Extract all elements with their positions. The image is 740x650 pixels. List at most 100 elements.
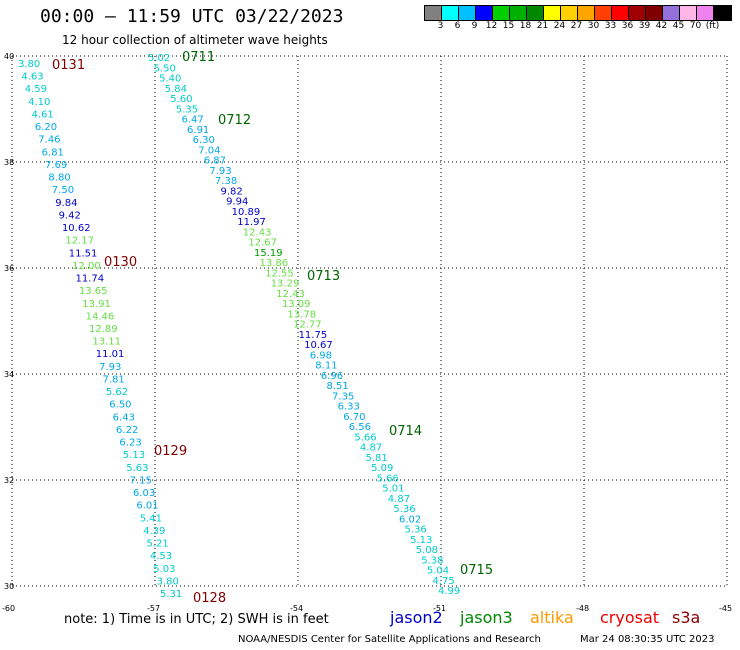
legend-swatch <box>646 6 663 20</box>
swh-value: 6.01 <box>136 501 158 512</box>
lon-tick-label: -60 <box>2 604 15 613</box>
swh-value: 8.11 <box>315 361 337 372</box>
legend-swatch <box>714 6 731 20</box>
swh-value: 12.00 <box>72 261 101 272</box>
swh-value: 6.50 <box>109 400 131 411</box>
swh-value: 4.61 <box>32 109 54 120</box>
pass-time-label: 0714 <box>389 424 422 439</box>
legend-label: 24 <box>553 21 566 31</box>
legend-label: 70 <box>689 21 702 31</box>
lon-tick-label: -48 <box>576 604 589 613</box>
legend-swatch <box>697 6 714 20</box>
swh-value: 15.19 <box>254 248 283 259</box>
lat-tick-label: 30 <box>4 582 14 591</box>
legend-swatch <box>476 6 493 20</box>
swh-value: 5.08 <box>416 545 438 556</box>
swh-value: 5.66 <box>354 432 376 443</box>
legend-label: 30 <box>587 21 600 31</box>
lon-tick-label: -57 <box>147 604 160 613</box>
swh-value: 12.43 <box>276 289 305 300</box>
swh-value: 6.23 <box>119 438 141 449</box>
legend-label: 33 <box>604 21 617 31</box>
legend-swatch <box>578 6 595 20</box>
swh-value: 4.87 <box>388 494 410 505</box>
swh-value: 13.29 <box>271 279 300 290</box>
color-scale-bar <box>424 5 732 21</box>
pass-time-label: 0129 <box>154 444 187 459</box>
swh-value: 11.51 <box>69 248 98 259</box>
lat-tick-label: 32 <box>4 476 14 485</box>
legend-swatch <box>561 6 578 20</box>
lat-tick-label: 38 <box>4 158 14 167</box>
legend-label: 6 <box>454 21 461 31</box>
swh-value: 7.93 <box>99 362 121 373</box>
swh-value: 5.35 <box>176 104 198 115</box>
pass-time-label: 0711 <box>182 50 215 65</box>
swh-value: 7.38 <box>215 176 237 187</box>
swh-value: 9.94 <box>226 197 248 208</box>
swh-value: 12.17 <box>65 236 94 247</box>
swh-value: 12.43 <box>243 227 272 238</box>
swh-value: 3.80 <box>157 576 179 587</box>
satellite-altika: altika <box>530 608 574 627</box>
swh-value: 6.03 <box>133 488 155 499</box>
swh-value: 6.87 <box>204 156 226 167</box>
swh-value: 7.50 <box>52 185 74 196</box>
swh-value: 13.11 <box>92 337 121 348</box>
legend-label: 3 <box>437 21 444 31</box>
swh-value: 12.55 <box>265 268 294 279</box>
swh-value: 6.02 <box>399 514 421 525</box>
swh-value: 9.42 <box>59 210 81 221</box>
swh-value: 6.98 <box>310 350 332 361</box>
swh-value: 5.81 <box>366 453 388 464</box>
pass-time-label: 0712 <box>218 113 251 128</box>
swh-value: 3.80 <box>18 59 40 70</box>
swh-value: 7.69 <box>45 160 67 171</box>
swh-value: 12.67 <box>248 238 277 249</box>
swh-value: 5.40 <box>159 74 181 85</box>
generation-timestamp: Mar 24 08:30:35 UTC 2023 <box>580 634 715 645</box>
swh-value: 6.43 <box>113 412 135 423</box>
swh-value: 13.65 <box>79 286 108 297</box>
swh-value: 5.38 <box>421 555 443 566</box>
lat-tick-label: 34 <box>4 370 14 379</box>
legend-swatch <box>459 6 476 20</box>
swh-value: 7.04 <box>198 145 220 156</box>
swh-value: 4.87 <box>360 443 382 454</box>
swh-value: 13.78 <box>287 309 316 320</box>
map-title: 00:00 – 11:59 UTC 03/22/2023 <box>40 6 344 27</box>
swh-value: 10.89 <box>232 207 261 218</box>
swh-value: 13.86 <box>260 258 289 269</box>
swh-value: 12.77 <box>293 320 322 331</box>
swh-value: 7.46 <box>38 135 60 146</box>
swh-value: 5.50 <box>154 63 176 74</box>
legend-swatch <box>680 6 697 20</box>
legend-label: 27 <box>570 21 583 31</box>
swh-value: 5.63 <box>126 463 148 474</box>
swh-value: 13.09 <box>282 299 311 310</box>
swh-value: 6.22 <box>116 425 138 436</box>
swh-value: 6.91 <box>187 125 209 136</box>
map-subtitle: 12 hour collection of altimeter wave hei… <box>62 33 328 47</box>
legend-label: 18 <box>519 21 532 31</box>
swh-value: 6.56 <box>349 422 371 433</box>
swh-value: 11.97 <box>237 217 266 228</box>
swh-value: 5.36 <box>393 504 415 515</box>
swh-value: 13.91 <box>82 299 111 310</box>
swh-value: 10.62 <box>62 223 91 234</box>
swh-value: 4.10 <box>28 97 50 108</box>
swh-value: 8.51 <box>326 381 348 392</box>
swh-value: 11.74 <box>75 274 104 285</box>
swh-value: 11.75 <box>299 330 328 341</box>
satellite-cryosat: cryosat <box>600 608 660 627</box>
legend-label: 39 <box>638 21 651 31</box>
swh-value: 6.20 <box>35 122 57 133</box>
legend-label: 21 <box>536 21 549 31</box>
swh-value: 4.39 <box>143 526 165 537</box>
swh-value: 7.15 <box>130 475 152 486</box>
swh-value: 5.36 <box>405 525 427 536</box>
legend-swatch <box>442 6 459 20</box>
swh-value: 5.84 <box>165 84 187 95</box>
swh-value: 5.01 <box>382 484 404 495</box>
